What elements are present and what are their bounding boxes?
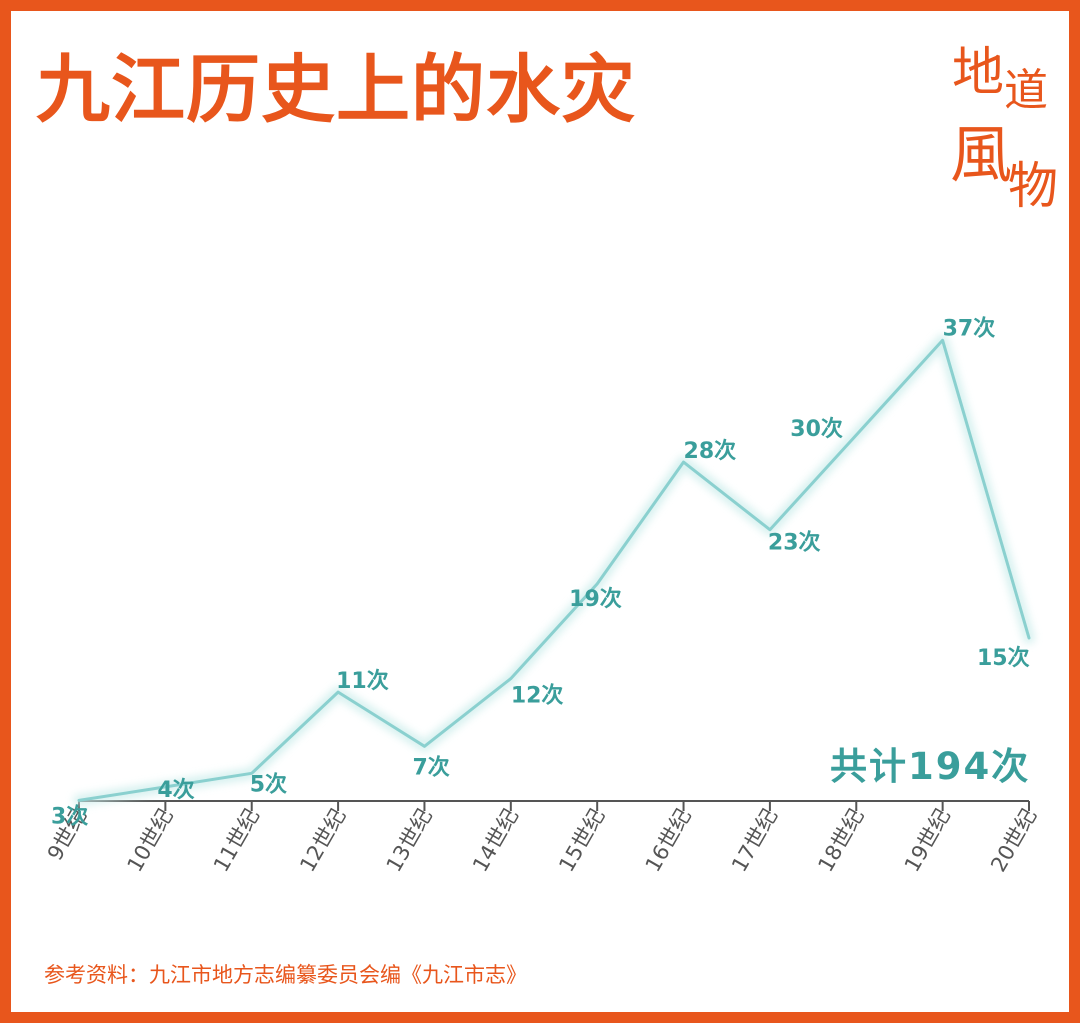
logo-char: 風: [950, 118, 1013, 191]
series-glow: [73, 334, 1035, 807]
data-label: 28次: [684, 438, 737, 464]
source-note: 参考资料：九江市地方志编纂委员会编《九江市志》: [44, 963, 527, 987]
x-tick-label: 10世纪: [123, 805, 178, 877]
data-label: 19次: [569, 586, 622, 612]
data-label: 12次: [511, 683, 564, 709]
x-tick-label: 15世纪: [554, 805, 609, 877]
data-label: 23次: [768, 530, 821, 556]
x-tick-label: 16世纪: [641, 805, 696, 877]
logo-char: 物: [1008, 157, 1058, 215]
series-line: [77, 338, 1031, 802]
total-count: 共计194次: [830, 745, 1031, 788]
x-tick-label: 14世纪: [468, 805, 523, 877]
data-label: 5次: [250, 771, 287, 797]
x-tick-label: 13世纪: [382, 805, 437, 877]
data-label: 11次: [336, 668, 389, 694]
page-title: 九江历史上的水灾: [36, 47, 636, 133]
x-tick-label: 20世纪: [986, 805, 1041, 877]
logo-char: 道: [1004, 65, 1048, 116]
data-label: 4次: [157, 777, 194, 803]
data-label: 3次: [51, 803, 88, 829]
data-label: 7次: [412, 754, 449, 780]
logo-char: 地: [952, 43, 1005, 103]
x-tick-label: 11世纪: [209, 805, 264, 877]
x-tick-label: 19世纪: [900, 805, 955, 877]
data-label: 15次: [977, 645, 1030, 671]
data-label: 30次: [790, 416, 843, 442]
x-tick-label: 18世纪: [813, 805, 868, 877]
x-tick-label: 12世纪: [295, 805, 350, 877]
logo: 地 道 風 物: [950, 28, 1060, 215]
data-label: 37次: [943, 315, 996, 341]
x-tick-label: 17世纪: [727, 805, 782, 877]
